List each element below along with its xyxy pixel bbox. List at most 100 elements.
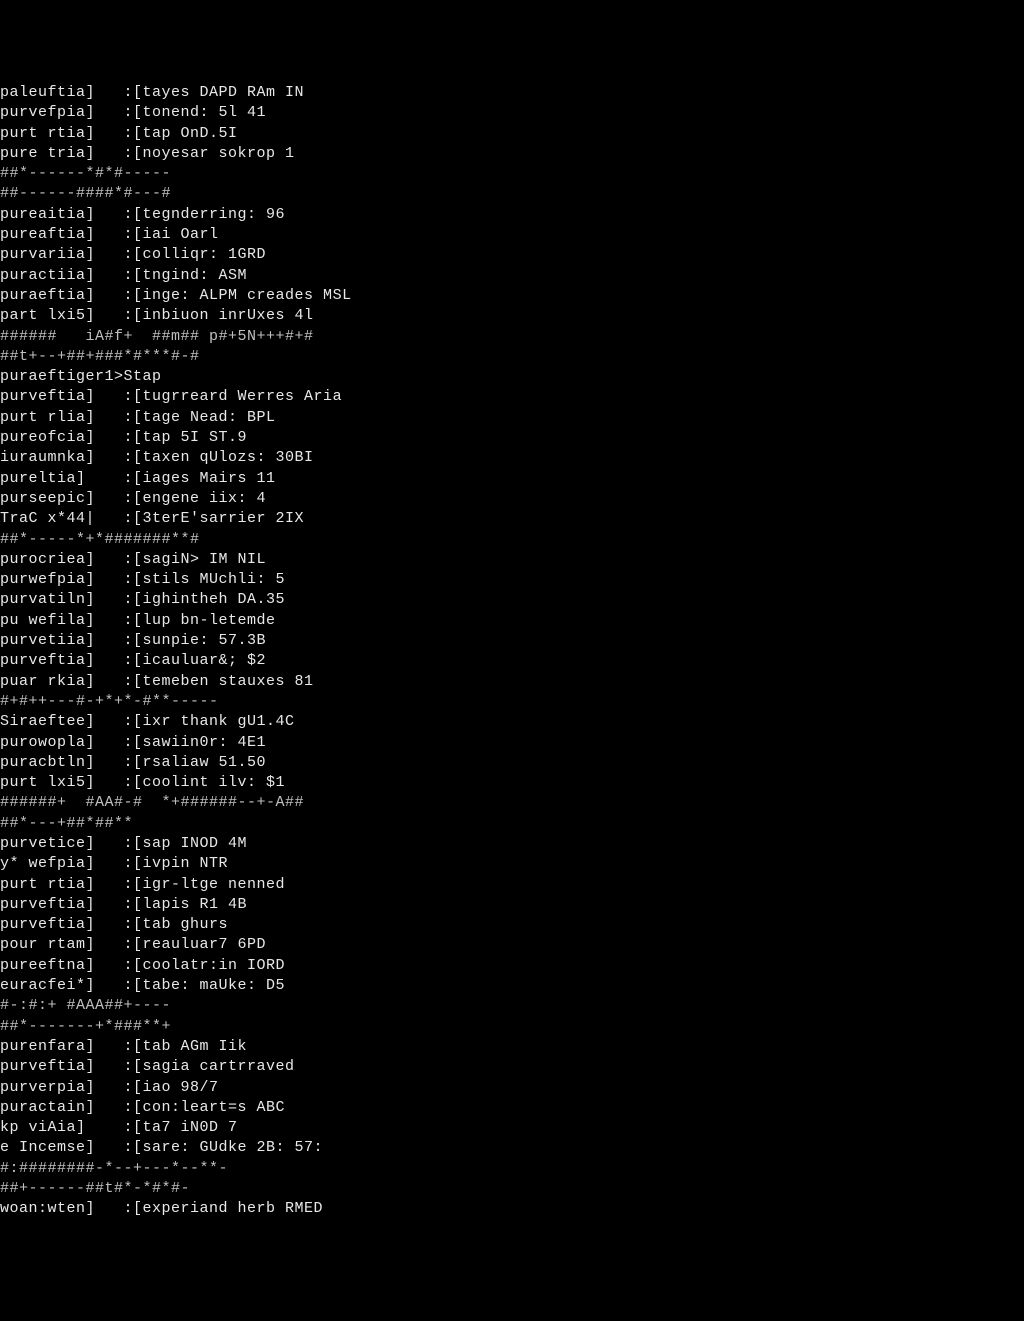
log-content: :[coolatr:in IORD [124,957,286,974]
log-tag: purvetice] [0,835,124,852]
terminal-output: paleuftia] :[tayes DAPD RAm INpurvefpia]… [0,83,1024,1220]
log-tag: pureaitia] [0,206,124,223]
log-tag: pureofcia] [0,429,124,446]
log-tag: puraeftiger1>Stap [0,368,162,385]
log-tag: paleuftia] [0,84,124,101]
log-tag: y* wefpia] [0,855,124,872]
terminal-line: ###### iA#f+ ##m## p#+5N+++#+# [0,327,1024,347]
terminal-line: paleuftia] :[tayes DAPD RAm IN [0,83,1024,103]
log-tag: purvariia] [0,246,124,263]
log-content: :[sagia cartrraved [124,1058,295,1075]
log-tag: purveftia] [0,652,124,669]
log-content: :[engene iix: 4 [124,490,267,507]
log-content: :[lup bn-letemde [124,612,276,629]
log-tag: purveftia] [0,896,124,913]
terminal-line: ##t+--+##+###*#***#-# [0,347,1024,367]
terminal-line: #-:#:+ #AAA##+---- [0,996,1024,1016]
log-tag: purveftia] [0,916,124,933]
terminal-line: #+#++---#-+*+*-#**----- [0,692,1024,712]
log-content: :[3terE'sarrier 2IX [124,510,305,527]
log-content: :[tabe: maUke: D5 [124,977,286,994]
log-tag: purt rtia] [0,125,124,142]
log-content: :[sunpie: 57.3B [124,632,267,649]
terminal-line: puracbtln] :[rsaliaw 51.50 [0,753,1024,773]
log-tag: puracbtln] [0,754,124,771]
log-tag: part lxi5] [0,307,124,324]
terminal-line: TraC x*44| :[3terE'sarrier 2IX [0,509,1024,529]
terminal-line: pureltia] :[iages Mairs 11 [0,469,1024,489]
log-tag: purt rlia] [0,409,124,426]
terminal-line: ##*-----*+*#######**# [0,530,1024,550]
log-content: :[tab ghurs [124,916,229,933]
terminal-line: purvatiln] :[ighintheh DA.35 [0,590,1024,610]
log-tag: purowopla] [0,734,124,751]
log-tag: purverpia] [0,1079,124,1096]
terminal-line: pu wefila] :[lup bn-letemde [0,611,1024,631]
log-content: :[iai Oarl [124,226,219,243]
terminal-line: euracfei*] :[tabe: maUke: D5 [0,976,1024,996]
terminal-line: woan:wten] :[experiand herb RMED [0,1199,1024,1219]
log-content: :[tegnderring: 96 [124,206,286,223]
log-content: :[iao 98/7 [124,1079,219,1096]
terminal-line: ##*-------+*###**+ [0,1017,1024,1037]
terminal-line: pureofcia] :[tap 5I ST.9 [0,428,1024,448]
terminal-line: puractiia] :[tngind: ASM [0,266,1024,286]
terminal-line: purveftia] :[tab ghurs [0,915,1024,935]
log-content: :[sare: GUdke 2B: 57: [124,1139,324,1156]
log-content: :[temeben stauxes 81 [124,673,314,690]
log-content: :[stils MUchli: 5 [124,571,286,588]
log-content: :[tngind: ASM [124,267,248,284]
log-tag: purvetiia] [0,632,124,649]
log-content: :[sap INOD 4M [124,835,248,852]
log-tag: pureeftna] [0,957,124,974]
log-tag: pu wefila] [0,612,124,629]
log-content: :[ivpin NTR [124,855,229,872]
terminal-line: purveftia] :[icauluar&; $2 [0,651,1024,671]
log-tag: Siraeftee] [0,713,124,730]
terminal-line: ##------####*#---# [0,184,1024,204]
log-tag: woan:wten] [0,1200,124,1217]
terminal-line: purveftia] :[tugrreard Werres Aria [0,387,1024,407]
log-tag: purocriea] [0,551,124,568]
log-tag: purvatiln] [0,591,124,608]
log-tag: kp viAia] [0,1119,124,1136]
log-content: :[tugrreard Werres Aria [124,388,343,405]
log-tag: TraC x*44| [0,510,124,527]
log-tag: purveftia] [0,388,124,405]
terminal-line: purvefpia] :[tonend: 5l 41 [0,103,1024,123]
log-tag: purwefpia] [0,571,124,588]
terminal-line: Siraeftee] :[ixr thank gU1.4C [0,712,1024,732]
log-content: :[tonend: 5l 41 [124,104,267,121]
terminal-line: purveftia] :[sagia cartrraved [0,1057,1024,1077]
terminal-line: purowopla] :[sawiin0r: 4E1 [0,733,1024,753]
terminal-line: purvetiia] :[sunpie: 57.3B [0,631,1024,651]
terminal-line: ##*------*#*#----- [0,164,1024,184]
log-content: :[noyesar sokrop 1 [124,145,295,162]
log-tag: purt lxi5] [0,774,124,791]
log-tag: purvefpia] [0,104,124,121]
terminal-line: e Incemse] :[sare: GUdke 2B: 57: [0,1138,1024,1158]
log-tag: pureaftia] [0,226,124,243]
log-content: :[colliqr: 1GRD [124,246,267,263]
log-content: :[tab AGm Iik [124,1038,248,1055]
terminal-line: puraeftia] :[inge: ALPM creades MSL [0,286,1024,306]
terminal-line: pureaitia] :[tegnderring: 96 [0,205,1024,225]
log-tag: purt rtia] [0,876,124,893]
log-content: :[icauluar&; $2 [124,652,267,669]
log-content: :[lapis R1 4B [124,896,248,913]
log-content: :[rsaliaw 51.50 [124,754,267,771]
log-tag: pour rtam] [0,936,124,953]
log-tag: purenfara] [0,1038,124,1055]
terminal-line: purveftia] :[lapis R1 4B [0,895,1024,915]
terminal-line: purt rtia] :[tap OnD.5I [0,124,1024,144]
terminal-line: y* wefpia] :[ivpin NTR [0,854,1024,874]
log-tag: puar rkia] [0,673,124,690]
log-content: :[sawiin0r: 4E1 [124,734,267,751]
terminal-line: purt lxi5] :[coolint ilv: $1 [0,773,1024,793]
log-content: :[con:leart=s ABC [124,1099,286,1116]
terminal-line: purt rtia] :[igr-ltge nenned [0,875,1024,895]
terminal-line: ##+------##t#*-*#*#- [0,1179,1024,1199]
log-tag: iuraumnka] [0,449,124,466]
log-content: :[experiand herb RMED [124,1200,324,1217]
terminal-line: pureaftia] :[iai Oarl [0,225,1024,245]
